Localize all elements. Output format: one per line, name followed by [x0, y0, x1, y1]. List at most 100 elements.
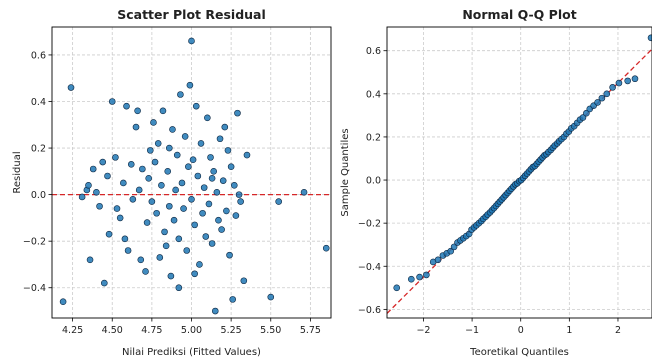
data-point	[127, 161, 135, 168]
data-point	[150, 119, 157, 126]
data-point	[89, 165, 97, 173]
data-point	[232, 212, 240, 219]
data-point	[199, 209, 206, 217]
data-point	[185, 163, 192, 170]
data-point	[196, 261, 203, 268]
data-point	[180, 205, 187, 212]
data-point	[177, 91, 184, 98]
data-point	[101, 279, 108, 287]
data-point	[86, 256, 94, 264]
data-point	[226, 251, 233, 259]
grid	[52, 27, 331, 318]
data-point	[175, 235, 183, 243]
data-point	[579, 114, 587, 121]
data-point	[208, 175, 216, 182]
data-point	[200, 184, 208, 191]
data-point	[224, 147, 232, 154]
x-axis-label: Nilai Prediksi (Fitted Values)	[122, 347, 261, 358]
data-point	[205, 200, 213, 208]
data-point	[188, 37, 195, 45]
plot-area	[387, 27, 652, 318]
data-point	[393, 284, 401, 292]
data-point	[594, 99, 601, 106]
data-point	[450, 243, 458, 251]
data-point	[624, 77, 631, 85]
x-tick-label: 0	[518, 325, 524, 336]
data-point	[132, 123, 140, 131]
data-point	[162, 242, 170, 250]
y-tick-label: 0.6	[366, 46, 381, 57]
data-point	[181, 133, 189, 140]
data-point	[191, 270, 198, 278]
data-point	[218, 226, 225, 233]
data-point	[408, 275, 415, 283]
data-point	[175, 284, 183, 292]
data-point	[78, 193, 86, 201]
data-point	[67, 84, 75, 91]
data-layer	[387, 34, 652, 314]
data-point	[197, 140, 205, 147]
data-point	[121, 235, 129, 243]
data-point	[215, 216, 222, 224]
chart-title: Normal Q-Q Plot	[462, 7, 576, 22]
data-point	[105, 230, 113, 238]
data-point	[647, 34, 652, 42]
data-point	[447, 247, 454, 255]
data-point	[275, 198, 282, 205]
data-point	[183, 247, 191, 254]
data-point	[146, 147, 154, 154]
data-point	[135, 186, 143, 194]
data-point	[603, 90, 611, 98]
data-point	[120, 179, 127, 187]
x-tick-label: 4.75	[141, 325, 162, 336]
data-point	[434, 256, 442, 264]
data-point	[191, 221, 198, 229]
data-point	[153, 209, 160, 217]
y-tick-label: 0.2	[31, 144, 46, 155]
data-point	[173, 151, 181, 159]
data-point	[116, 214, 124, 222]
data-point	[423, 271, 430, 279]
data-point	[104, 172, 111, 180]
y-axis-label: Sample Quantiles	[340, 128, 351, 216]
data-point	[615, 79, 623, 87]
y-tick-label: 0.2	[366, 132, 381, 143]
data-point	[151, 158, 159, 166]
data-point	[213, 188, 221, 196]
data-point	[211, 307, 219, 315]
y-tick-label: −0.6	[358, 305, 381, 316]
x-tick-label: −1	[465, 325, 479, 336]
data-point	[99, 158, 107, 166]
data-point	[631, 75, 639, 83]
y-tick-label: 0.4	[31, 97, 46, 108]
data-point	[223, 207, 230, 215]
data-point	[189, 156, 197, 163]
x-tick-label: 1	[566, 325, 572, 336]
data-point	[178, 179, 186, 187]
y-tick-label: 0.4	[366, 89, 381, 100]
data-point	[243, 151, 251, 159]
data-point	[158, 182, 165, 189]
data-point	[300, 188, 308, 196]
data-point	[145, 175, 152, 182]
data-point	[112, 154, 119, 161]
y-tick-label: 0.0	[366, 176, 381, 187]
x-tick-label: 5.25	[221, 325, 242, 336]
data-point	[192, 102, 200, 110]
x-tick-label: 5.50	[260, 325, 281, 336]
data-point	[113, 205, 121, 212]
data-point	[235, 191, 243, 198]
data-point	[139, 165, 146, 173]
data-point	[598, 94, 606, 102]
plot-frame	[51, 26, 332, 319]
y-tick-label: −0.2	[358, 219, 381, 230]
y-tick-label: 0.6	[31, 50, 46, 61]
x-tick-label: 5.00	[181, 325, 202, 336]
data-point	[216, 135, 224, 143]
data-point	[207, 154, 214, 161]
data-point	[134, 107, 141, 115]
data-point	[208, 240, 216, 247]
data-point	[172, 186, 179, 194]
y-tick-label: 0.0	[31, 190, 46, 201]
